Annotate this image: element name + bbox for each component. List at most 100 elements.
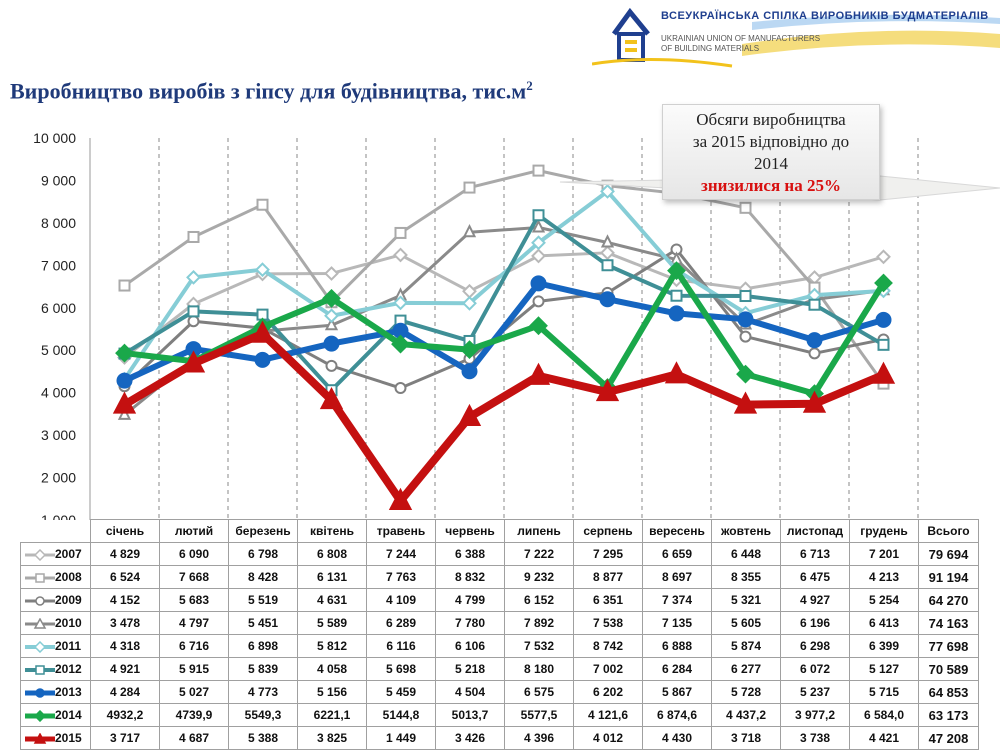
table-cell: 7 532 xyxy=(504,634,574,658)
y-tick-label: 9 000 xyxy=(41,172,76,188)
legend-marker-icon xyxy=(25,688,55,698)
table-cell: 4 121,6 xyxy=(573,703,643,727)
table-cell: 6 475 xyxy=(780,565,850,589)
table-cell: 6 289 xyxy=(366,611,436,635)
table-cell: 6 413 xyxy=(849,611,919,635)
table-cell: 6 448 xyxy=(711,542,781,566)
series-line-2013 xyxy=(123,280,885,384)
table-cell: 7 763 xyxy=(366,565,436,589)
table-cell: 7 668 xyxy=(159,565,229,589)
table-cell: 8 180 xyxy=(504,657,574,681)
category-label: листопад xyxy=(780,519,850,543)
series-line-2012 xyxy=(123,213,885,393)
data-point-2012 xyxy=(808,298,821,311)
legend-marker-icon xyxy=(25,617,55,629)
table-cell: 6 090 xyxy=(159,542,229,566)
data-point-2013 xyxy=(461,363,478,380)
category-label: вересень xyxy=(642,519,712,543)
category-label: липень xyxy=(504,519,574,543)
data-point-2013 xyxy=(737,311,754,328)
data-point-2013 xyxy=(530,275,547,292)
y-tick-label: 3 000 xyxy=(41,427,76,443)
table-cell: 5 156 xyxy=(297,680,367,704)
legend-marker-icon xyxy=(25,573,55,583)
series-legend-2009: 2009 xyxy=(20,588,91,612)
table-cell: 4 284 xyxy=(90,680,160,704)
table-cell: 8 742 xyxy=(573,634,643,658)
table-cell: 3 717 xyxy=(90,726,160,750)
table-cell: 4 213 xyxy=(849,565,919,589)
table-cell: 9 232 xyxy=(504,565,574,589)
line-chart: 1 000 2 000 3 000 4 000 5 000 6 000 7 000 8 000… xyxy=(33,130,919,520)
table-cell: 8 355 xyxy=(711,565,781,589)
table-cell: 4 109 xyxy=(366,588,436,612)
series-legend-2015: 2015 xyxy=(20,726,91,750)
table-cell: 6 659 xyxy=(642,542,712,566)
data-point-2013 xyxy=(116,372,133,389)
table-cell: 5 683 xyxy=(159,588,229,612)
data-point-2008 xyxy=(256,198,269,211)
table-cell: 4932,2 xyxy=(90,703,160,727)
table-cell: 8 428 xyxy=(228,565,298,589)
table-header-row: січень лютий березень квітень травень червень… xyxy=(21,519,979,543)
table-cell: 6 716 xyxy=(159,634,229,658)
data-point-2011 xyxy=(531,235,546,251)
table-cell: 4 437,2 xyxy=(711,703,781,727)
category-label: червень xyxy=(435,519,505,543)
data-point-2012 xyxy=(739,290,752,303)
data-point-2011 xyxy=(324,308,339,324)
data-point-2007 xyxy=(324,266,339,281)
data-point-2007 xyxy=(876,249,891,265)
table-cell: 5 589 xyxy=(297,611,367,635)
data-point-2007 xyxy=(600,245,615,261)
category-label: квітень xyxy=(297,519,367,543)
total-cell: 74 163 xyxy=(918,611,979,635)
table-row: 2009 4 152 5 683 5 519 4 631 4 109 4 799 6 152 6… xyxy=(20,588,979,612)
data-point-2014 xyxy=(391,334,410,354)
y-tick-label: 6 000 xyxy=(41,300,76,316)
data-point-2015 xyxy=(250,320,275,343)
table-cell: 4 318 xyxy=(90,634,160,658)
table-cell: 5 027 xyxy=(159,680,229,704)
series-name: 2015 xyxy=(55,731,82,745)
data-point-2015 xyxy=(802,390,827,413)
legend-marker-icon xyxy=(25,596,55,606)
series-line-2011 xyxy=(122,189,884,381)
data-point-2013 xyxy=(323,335,340,352)
table-cell: 5 127 xyxy=(849,657,919,681)
series-name: 2007 xyxy=(55,547,82,561)
series-line-2014 xyxy=(124,267,887,397)
table-row: 2014 4932,2 4739,9 5549,3 6221,1 5144,8 5013,7… xyxy=(20,703,979,727)
series-name: 2010 xyxy=(55,616,82,630)
data-point-2012 xyxy=(877,338,890,351)
legend-marker-icon xyxy=(25,665,55,675)
category-label: лютий xyxy=(159,519,229,543)
data-point-2011 xyxy=(186,269,201,285)
data-point-2008 xyxy=(463,181,476,194)
callout-line2: за 2015 відповідно до xyxy=(692,132,850,151)
table-cell: 3 738 xyxy=(780,726,850,750)
table-cell: 4 799 xyxy=(435,588,505,612)
table-cell: 5 867 xyxy=(642,680,712,704)
table-row: 2011 4 318 6 716 6 898 5 812 6 116 6 106 7 532 8… xyxy=(20,634,979,658)
y-tick-label: 2 000 xyxy=(41,470,76,486)
table-cell: 4 058 xyxy=(297,657,367,681)
data-point-2015 xyxy=(871,361,896,384)
table-cell: 5 254 xyxy=(849,588,919,612)
data-point-2015 xyxy=(319,386,344,410)
legend-marker-icon xyxy=(25,548,55,561)
data-point-2013 xyxy=(599,291,616,308)
data-point-2015 xyxy=(388,487,413,510)
table-cell: 6 798 xyxy=(228,542,298,566)
table-cell: 5 237 xyxy=(780,680,850,704)
y-tick-label: 7 000 xyxy=(41,257,76,273)
org-name-en-line2: OF BUILDING MATERIALS xyxy=(661,44,760,53)
org-name-ua: ВСЕУКРАЇНСЬКА СПІЛКА ВИРОБНИКІВ БУДМАТЕР… xyxy=(661,10,989,22)
category-label: серпень xyxy=(573,519,643,543)
table-cell: 4739,9 xyxy=(159,703,229,727)
legend-marker-icon xyxy=(25,709,55,722)
y-tick-label: 5 000 xyxy=(41,342,76,358)
series-legend-2007: 2007 xyxy=(20,542,91,566)
data-point-2014 xyxy=(460,340,479,360)
category-label: грудень xyxy=(849,519,919,543)
